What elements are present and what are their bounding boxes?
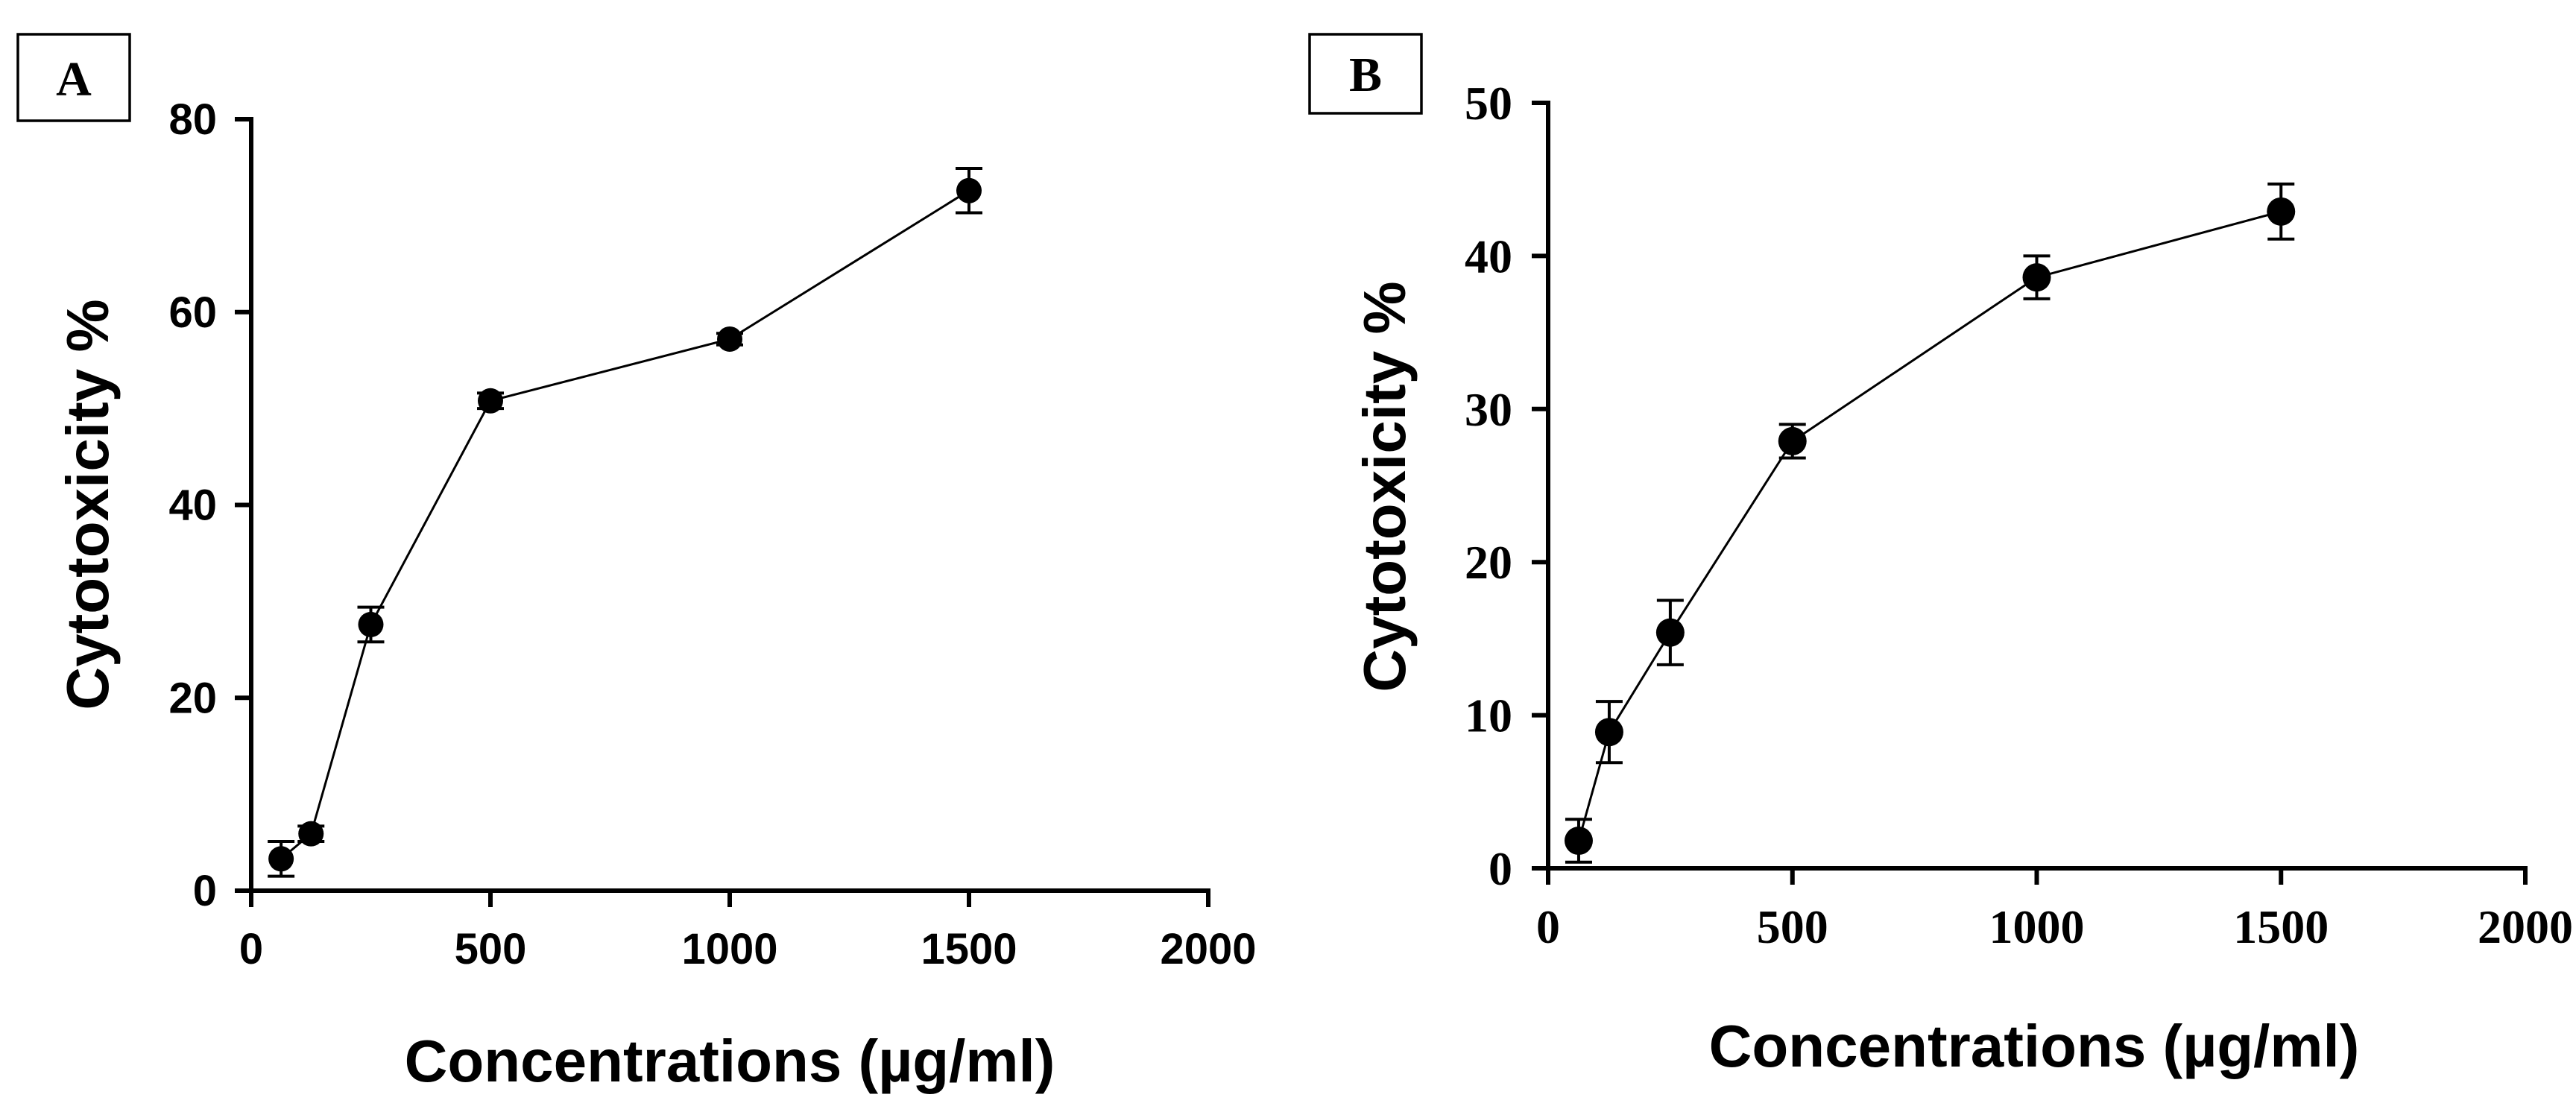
x-axis-title-b: Concentrations (µg/ml) — [1709, 1013, 2360, 1079]
x-tick-label-a: 1000 — [681, 925, 777, 973]
x-tick-label-a: 2000 — [1160, 925, 1256, 973]
x-axis-a: 0 500 1000 1500 2000 — [239, 888, 1257, 973]
panel-label-a: A — [56, 52, 92, 107]
y-tick-label-b: 20 — [1465, 536, 1512, 589]
data-point-b — [2022, 263, 2051, 292]
x-axis-b: 0 500 1000 1500 2000 — [1536, 866, 2573, 953]
y-tick-label-b: 10 — [1465, 689, 1512, 742]
x-tick-label-a: 500 — [455, 925, 527, 973]
series-line-a — [280, 189, 970, 860]
x-tick-label-b: 1000 — [1989, 900, 2085, 953]
y-axis-title-a: Cytotoxicity % — [54, 299, 121, 710]
x-tick-label-b: 0 — [1536, 900, 1560, 953]
data-point-b — [1594, 718, 1623, 747]
x-ticks-a: 0 500 1000 1500 2000 — [239, 891, 1257, 973]
data-point-a — [268, 846, 294, 872]
y-ticks-b: 0 10 20 30 40 50 — [1465, 77, 1548, 895]
y-ticks-a: 0 20 40 60 80 — [168, 95, 251, 915]
data-point-a — [298, 821, 324, 847]
y-tick-label-a: 80 — [168, 95, 217, 144]
x-tick-label-b: 2000 — [2478, 900, 2573, 953]
data-point-a — [478, 388, 503, 414]
x-tick-label-b: 500 — [1757, 900, 1828, 953]
x-tick-label-a: 0 — [239, 925, 263, 973]
x-tick-label-b: 1500 — [2233, 900, 2329, 953]
y-tick-label-a: 40 — [168, 481, 217, 530]
chart-panel-b: B 0 10 20 30 40 50 0 500 1000 1500 2000 Cytotoxic… — [1308, 33, 2573, 1079]
panel-label-b: B — [1349, 48, 1382, 102]
y-tick-label-b: 30 — [1465, 383, 1512, 436]
y-tick-label-b: 40 — [1465, 230, 1512, 282]
y-tick-label-a: 20 — [168, 674, 217, 722]
y-axis-b: 0 10 20 30 40 50 — [1465, 77, 1550, 895]
data-point-b — [1655, 618, 1685, 647]
y-axis-a: 0 20 40 60 80 — [168, 95, 253, 915]
y-tick-label-a: 60 — [168, 288, 217, 337]
panel-label-box-a — [16, 33, 131, 122]
series-a — [268, 166, 982, 878]
panel-label-box-b — [1308, 33, 1423, 115]
y-tick-label-b: 50 — [1465, 77, 1512, 130]
chart-panel-a: A 0 20 40 60 80 0 500 1000 1500 2000 Cytotoxicit… — [16, 33, 1257, 1094]
x-tick-label-a: 1500 — [921, 925, 1017, 973]
y-axis-title-b: Cytotoxicity % — [1351, 281, 1418, 692]
data-point-b — [2267, 197, 2296, 226]
x-axis-title-a: Concentrations (µg/ml) — [405, 1028, 1055, 1094]
data-point-a — [358, 611, 384, 637]
data-point-b — [1778, 426, 1807, 455]
x-ticks-b: 0 500 1000 1500 2000 — [1536, 868, 2573, 953]
series-b — [1564, 182, 2296, 864]
data-point-a — [956, 177, 982, 203]
data-point-b — [1564, 827, 1593, 856]
series-line-b — [1577, 210, 2282, 841]
data-point-a — [717, 326, 742, 352]
y-tick-label-a: 0 — [193, 867, 217, 915]
y-tick-label-b: 0 — [1489, 842, 1512, 895]
